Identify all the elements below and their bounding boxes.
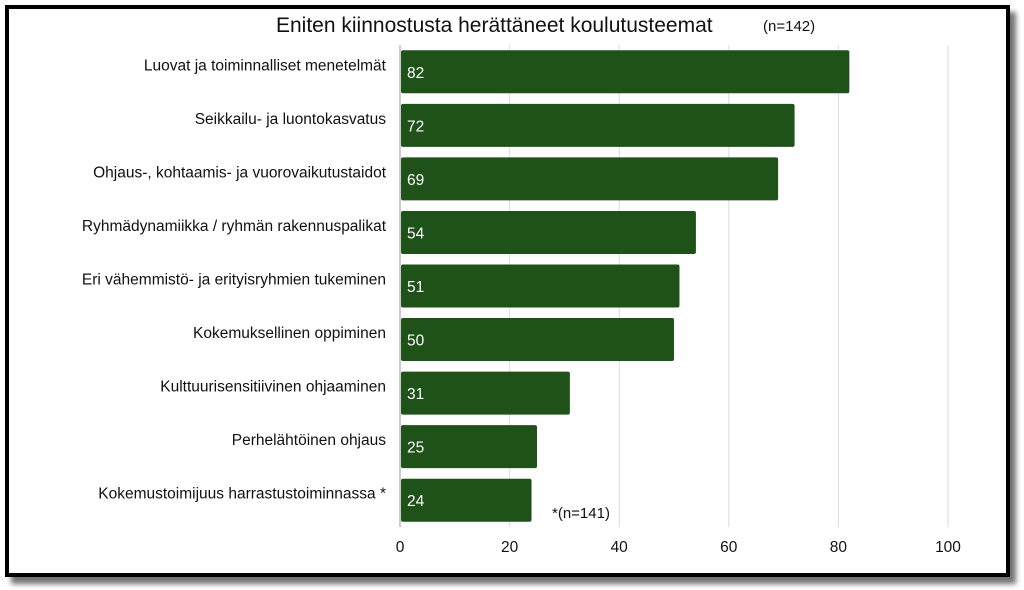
bar xyxy=(401,50,850,94)
bar-value-label: 25 xyxy=(407,440,424,457)
category-label: Seikkailu- ja luontokasvatus xyxy=(195,111,387,128)
x-tick-label: 20 xyxy=(501,539,519,556)
x-tick-label: 60 xyxy=(720,539,738,556)
x-axis-tick-labels: 0 20 40 60 80 100 xyxy=(396,539,962,556)
bar xyxy=(401,478,532,522)
category-label: Luovat ja toiminnalliset menetelmät xyxy=(144,57,387,74)
bar-value-label: 51 xyxy=(407,279,424,296)
bars: 82 72 69 54 51 50 31 25 24 xyxy=(401,50,850,522)
category-label: Eri vähemmistö- ja erityisryhmien tukemi… xyxy=(82,272,386,289)
bar xyxy=(401,318,674,362)
bar-value-label: 31 xyxy=(407,386,424,403)
bar xyxy=(401,157,779,201)
category-labels: Luovat ja toiminnalliset menetelmät Seikk… xyxy=(82,57,387,502)
category-label: Ryhmädynamiikka / ryhmän rakennuspalikat xyxy=(82,218,387,235)
bar xyxy=(401,371,570,415)
category-label: Kokemustoimijuus harrastustoiminnassa * xyxy=(98,486,386,503)
category-label: Kokemuksellinen oppiminen xyxy=(193,325,386,342)
x-tick-label: 0 xyxy=(396,539,405,556)
chart-title: Eniten kiinnostusta herättäneet koulutus… xyxy=(276,14,713,37)
bar xyxy=(401,425,537,469)
x-tick-label: 40 xyxy=(611,539,629,556)
bar-value-label: 72 xyxy=(407,118,424,135)
bar-value-label: 50 xyxy=(407,333,425,350)
x-tick-label: 100 xyxy=(935,539,961,556)
x-tick-label: 80 xyxy=(830,539,848,556)
bar xyxy=(401,210,696,254)
bar-value-label: 69 xyxy=(407,172,424,189)
category-label: Ohjaus-, kohtaamis- ja vuorovaikutustaid… xyxy=(93,164,387,181)
category-label: Perhelähtöinen ohjaus xyxy=(232,432,387,449)
sample-size-note: (n=142) xyxy=(763,18,816,35)
category-label: Kulttuurisensitiivinen ohjaaminen xyxy=(160,379,386,396)
footnote: *(n=141) xyxy=(552,505,610,522)
bar-value-label: 54 xyxy=(407,225,425,242)
bar-value-label: 24 xyxy=(407,493,425,510)
bar-value-label: 82 xyxy=(407,65,424,82)
bar xyxy=(401,103,795,147)
bar xyxy=(401,264,680,308)
